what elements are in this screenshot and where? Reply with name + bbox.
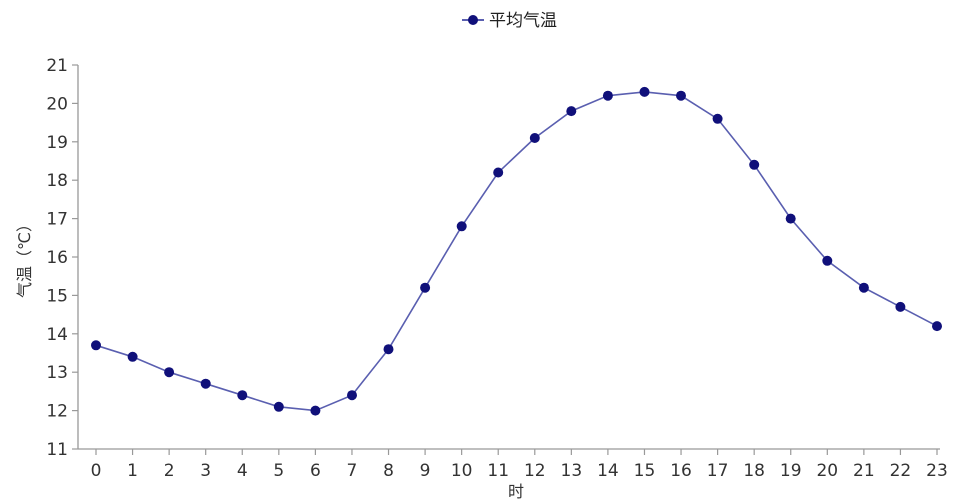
x-tick-label: 10 <box>451 461 473 481</box>
x-tick-label: 11 <box>487 461 509 481</box>
data-point <box>237 390 248 401</box>
data-point <box>200 378 211 389</box>
x-tick-label: 23 <box>926 461 948 481</box>
y-tick-label: 20 <box>46 94 68 114</box>
data-point <box>493 167 504 178</box>
data-point <box>91 340 101 351</box>
data-point <box>420 282 431 293</box>
data-point <box>712 113 723 124</box>
data-point <box>566 106 577 117</box>
data-point <box>858 282 869 293</box>
data-point <box>383 344 394 355</box>
legend-marker-swatch <box>468 15 478 25</box>
data-point <box>639 86 650 97</box>
y-tick-label: 16 <box>46 248 68 268</box>
x-tick-label: 7 <box>347 461 358 481</box>
x-axis-title: 时 <box>508 482 524 501</box>
legend-label: 平均气温 <box>489 11 557 31</box>
x-tick-label: 18 <box>743 461 765 481</box>
x-tick-label: 13 <box>561 461 583 481</box>
y-axis-ticks: 11 12 13 14 15 16 17 18 19 20 21 <box>46 56 78 460</box>
y-tick-label: 12 <box>46 402 68 422</box>
y-axis-title: 气温（℃） <box>15 216 34 298</box>
y-tick-label: 15 <box>46 286 68 306</box>
x-tick-label: 16 <box>670 461 692 481</box>
y-tick-label: 19 <box>46 133 68 153</box>
x-tick-label: 2 <box>164 461 175 481</box>
data-point <box>822 255 833 266</box>
x-tick-label: 8 <box>383 461 394 481</box>
data-point <box>273 401 284 412</box>
x-tick-label: 22 <box>890 461 912 481</box>
series-group <box>91 86 942 416</box>
data-point <box>127 351 138 362</box>
x-tick-label: 9 <box>420 461 431 481</box>
x-tick-label: 20 <box>816 461 838 481</box>
data-point <box>749 159 760 170</box>
x-tick-label: 5 <box>273 461 284 481</box>
axes <box>77 65 940 450</box>
x-tick-label: 3 <box>200 461 211 481</box>
x-tick-label: 6 <box>310 461 321 481</box>
x-tick-label: 4 <box>237 461 248 481</box>
y-tick-label: 18 <box>46 171 68 191</box>
x-tick-label: 12 <box>524 461 546 481</box>
x-tick-label: 14 <box>597 461 619 481</box>
data-point <box>932 321 942 332</box>
data-point <box>785 213 796 224</box>
data-point <box>676 90 686 101</box>
data-point <box>310 405 321 416</box>
data-point <box>895 301 906 312</box>
y-tick-label: 11 <box>46 440 68 460</box>
y-tick-label: 17 <box>46 210 68 230</box>
x-tick-label: 19 <box>780 461 802 481</box>
x-axis-ticks: 0 1 2 3 4 5 6 7 8 9 10 11 12 13 14 15 16 17 18 19 20 21 22 23 <box>91 449 948 481</box>
y-tick-label: 13 <box>46 363 68 383</box>
x-tick-label: 21 <box>853 461 875 481</box>
y-tick-label: 14 <box>46 325 68 345</box>
data-point <box>164 367 175 378</box>
legend: 平均气温 <box>462 11 557 31</box>
x-tick-label: 1 <box>127 461 138 481</box>
data-point <box>456 221 467 232</box>
data-point <box>602 90 613 101</box>
x-tick-label: 17 <box>707 461 729 481</box>
x-tick-label: 0 <box>91 461 102 481</box>
series-line-avg-temp <box>95 91 938 412</box>
y-tick-label: 21 <box>46 56 68 76</box>
data-point <box>347 390 357 401</box>
x-tick-label: 15 <box>634 461 656 481</box>
data-point <box>529 133 540 143</box>
